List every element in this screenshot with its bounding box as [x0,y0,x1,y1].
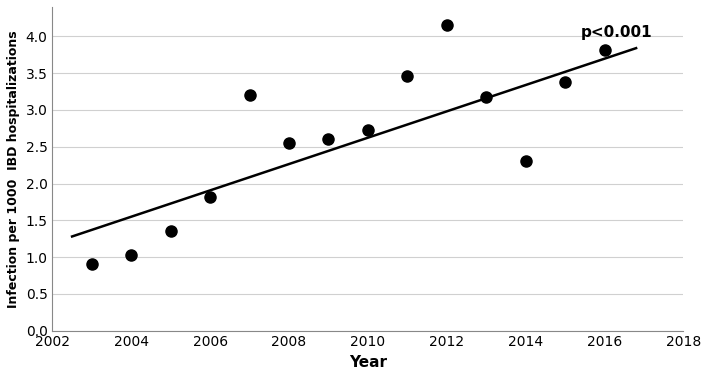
Point [86,261,98,267]
Point [401,73,413,79]
Text: p<0.001: p<0.001 [581,25,652,40]
Point [599,47,610,53]
Point [125,252,137,258]
Point [441,22,452,28]
Y-axis label: Infection per 1000  IBD hospitalizations: Infection per 1000 IBD hospitalizations [7,30,20,308]
Point [520,158,531,164]
Point [481,93,492,100]
Point [165,228,176,234]
Point [559,79,571,85]
Point [244,92,256,98]
Point [283,140,295,146]
Point [323,136,334,143]
Point [362,127,374,133]
X-axis label: Year: Year [349,355,387,370]
Point [205,194,216,200]
